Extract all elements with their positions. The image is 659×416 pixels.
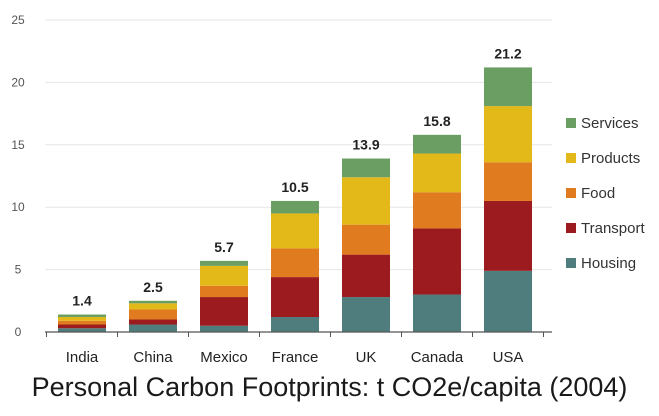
- x-tick-label: Canada: [411, 349, 464, 366]
- data-label-total: 5.7: [214, 239, 234, 255]
- y-tick-label: 25: [11, 13, 25, 27]
- bar-segment-food: [413, 192, 461, 229]
- bar-segment-housing: [484, 270, 532, 332]
- x-tick-label: India: [66, 349, 99, 366]
- bar-segment-products: [413, 153, 461, 193]
- bar-segment-food: [200, 285, 248, 298]
- legend-label-transport: Transport: [581, 220, 645, 237]
- bar-segment-food: [342, 224, 390, 255]
- bar-segment-services: [271, 200, 319, 214]
- legend-label-food: Food: [581, 185, 615, 202]
- legend-swatch-products: [566, 153, 576, 163]
- legend-swatch-transport: [566, 223, 576, 233]
- bar-segment-housing: [342, 297, 390, 332]
- bar-segment-services: [413, 134, 461, 154]
- data-label-total: 15.8: [423, 113, 450, 129]
- bar-segment-housing: [271, 317, 319, 332]
- bar-segment-services: [342, 158, 390, 178]
- bar-segment-products: [342, 177, 390, 225]
- bar-segment-housing: [200, 325, 248, 332]
- x-tick-label: USA: [493, 349, 524, 366]
- y-tick-label: 0: [15, 325, 22, 339]
- bar-segment-products: [58, 317, 106, 321]
- data-label-total: 21.2: [494, 45, 521, 61]
- bar-segment-housing: [129, 324, 177, 332]
- legend-swatch-services: [566, 118, 576, 128]
- x-tick-label: China: [133, 349, 173, 366]
- bar-segment-transport: [484, 200, 532, 271]
- y-tick-label: 15: [11, 138, 25, 152]
- data-label-total: 13.9: [352, 137, 379, 153]
- bar-segment-transport: [129, 319, 177, 325]
- bar-segment-products: [271, 213, 319, 249]
- legend-label-services: Services: [581, 115, 639, 132]
- x-tick-label: France: [272, 349, 319, 366]
- bar-segment-transport: [342, 254, 390, 298]
- data-label-total: 10.5: [281, 179, 308, 195]
- legend-swatch-food: [566, 188, 576, 198]
- bar-segment-housing: [413, 294, 461, 332]
- bar-segment-transport: [413, 228, 461, 295]
- bar-segment-products: [200, 265, 248, 286]
- bar-segment-products: [129, 303, 177, 310]
- bar-segment-services: [484, 67, 532, 107]
- bar-segment-services: [200, 260, 248, 266]
- legend-label-housing: Housing: [581, 255, 636, 272]
- x-tick-label: Mexico: [200, 349, 248, 366]
- bar-segment-products: [484, 106, 532, 163]
- y-tick-label: 10: [11, 200, 25, 214]
- data-label-total: 1.4: [72, 293, 92, 309]
- y-tick-label: 20: [11, 75, 25, 89]
- bar-segment-transport: [58, 324, 106, 329]
- bar-segment-transport: [271, 277, 319, 318]
- bar-segment-transport: [200, 297, 248, 326]
- bar-segment-services: [129, 300, 177, 304]
- legend-swatch-housing: [566, 258, 576, 268]
- bar-segment-food: [271, 248, 319, 278]
- bar-segment-food: [129, 309, 177, 320]
- chart-title: Personal Carbon Footprints: t CO2e/capit…: [31, 372, 628, 402]
- y-tick-label: 5: [15, 263, 22, 277]
- legend-label-products: Products: [581, 150, 640, 167]
- bar-segment-services: [58, 314, 106, 318]
- bar-segment-food: [58, 320, 106, 325]
- bar-segment-housing: [58, 328, 106, 332]
- x-tick-label: UK: [356, 349, 377, 366]
- data-label-total: 2.5: [143, 279, 163, 295]
- bar-segment-food: [484, 162, 532, 201]
